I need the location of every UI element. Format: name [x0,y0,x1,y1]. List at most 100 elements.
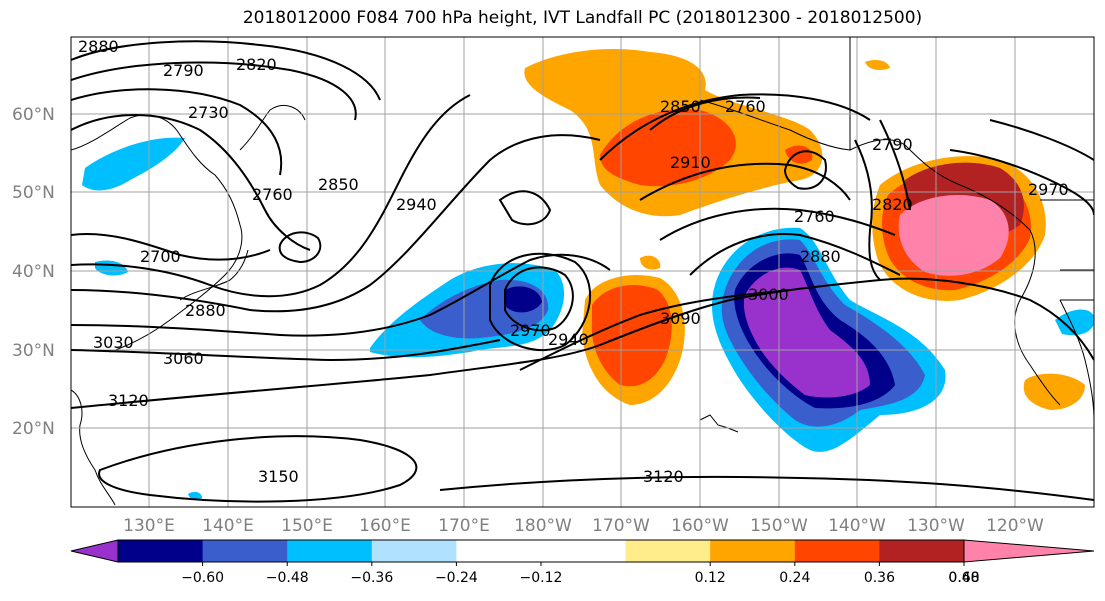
coast-kamchatka [239,105,306,151]
lon-label: 160°W [671,516,729,536]
lon-label: 150°W [750,516,808,536]
contour-label: 2940 [548,330,589,349]
contour-label: 2760 [794,207,835,226]
latitude-labels: 60°N 50°N 40°N 30°N 20°N [12,105,55,439]
anomaly-blue-mexico [1055,309,1094,336]
lat-label: 50°N [12,183,55,203]
anomaly-orange-alaska [865,60,890,70]
lon-label: 180°W [514,516,572,536]
contour-label: 2910 [670,153,711,172]
contour-label: 2880 [800,247,841,266]
contour-label: 3150 [258,467,299,486]
colorbar-segment [879,540,965,562]
contour-closed-low-w [278,231,322,264]
lon-label: 160°E [359,516,411,536]
coast-mexico [1059,299,1094,421]
colorbar-segment [625,540,711,562]
colorbar-tick-label: 0.60 [948,570,979,586]
contour-ne-1 [989,119,1094,161]
colorbar-segment [456,540,542,562]
contour-2790-e [879,119,911,211]
colorbar-segment [541,540,627,562]
contour-2970 [949,149,1094,216]
contour-label: 3120 [108,391,149,410]
height-contours [71,40,1094,503]
contour-label: 3120 [643,467,684,486]
anomaly-red-small-gulf [785,145,813,164]
anomaly-blue-sea-of-okhotsk [82,137,185,191]
colorbar-tick-label: 0.48 [948,570,979,586]
contour-label: 2850 [660,97,701,116]
colorbar-tick-label: 0.24 [779,570,810,586]
contour-2760-e [639,162,851,201]
longitude-labels: 130°E 140°E 150°E 160°E 170°E 180°W 170°… [123,516,1044,536]
contour-3120-n [71,277,1094,409]
contour-2940-w [71,134,601,313]
anomaly-red-aleutians [600,109,736,187]
lon-label: 140°W [828,516,886,536]
lat-label: 40°N [12,262,55,282]
contour-label: 2820 [872,195,913,214]
colorbar-tick-label: −0.12 [520,570,563,586]
contour-closed-small [498,190,552,226]
contour-3030 [71,253,611,337]
contour-label: 3030 [93,333,134,352]
contour-2850 [71,94,471,298]
coastlines [71,37,1094,506]
contour-3120-s [439,475,1094,501]
contour-2940-loop [489,252,591,352]
lon-label: 130°W [907,516,965,536]
contour-2730 [71,88,283,176]
lon-label: 170°W [592,516,650,536]
lon-label: 170°E [438,516,490,536]
contour-3060 [71,339,501,362]
contour-label: 2880 [78,37,119,56]
anomaly-red-central-pacific [591,285,672,387]
contour-label: 2970 [1028,180,1069,199]
contour-label: 2880 [185,301,226,320]
colorbar-segment [794,540,880,562]
contour-label: 2700 [140,247,181,266]
contour-label: 3000 [748,285,789,304]
anomaly-orange-small [640,255,661,270]
colorbar-segment [202,540,288,562]
contour-label: 2760 [252,185,293,204]
colorbar-segment [710,540,796,562]
contour-3090 [519,289,791,371]
contour-label: 2850 [318,175,359,194]
lat-label: 30°N [12,341,55,361]
anomaly-purple-east-pacific [743,267,870,398]
colorbar-tick-label: 0.36 [864,570,895,586]
lon-label: 150°E [281,516,333,536]
lon-label: 140°E [202,516,254,536]
contour-2820 [854,139,881,281]
map-border [70,36,1095,508]
anomaly-pink-west-coast [898,195,1009,276]
contour-label: 2790 [872,135,913,154]
colorbar-segment [371,540,457,562]
contour-3150 [98,435,418,503]
contour-2760-w [71,114,311,251]
colorbar-arrow-left [70,539,119,563]
coast-north-america [849,37,1061,406]
colorbar-arrow-right [963,539,1095,563]
colorbar: −0.60 −0.48 −0.36 −0.24 −0.12 0.12 0.24 0.36 0.4… [70,539,1095,586]
contour-labels: 2880 2790 2820 2730 2760 2850 2940 2700 … [78,37,1069,486]
colorbar-tick-label: 0.12 [695,570,726,586]
contour-label: 3090 [660,309,701,328]
anomaly-navy-central [505,286,542,313]
contour-2760-ne [599,93,871,161]
contour-label: 2940 [396,195,437,214]
coast-east-asia [71,114,243,353]
contour-closed-low-gulf [783,150,827,190]
coast-philippines [71,389,116,506]
colorbar-tick-label: −0.24 [435,570,478,586]
coast-aleutians [699,99,851,151]
colorbar-segment [287,540,373,562]
contour-label: 2790 [163,61,204,80]
anomaly-orange-baja [1023,373,1085,410]
colorbar-segment [118,540,204,562]
contour-label: 3060 [163,349,204,368]
coast-hawaii [699,414,739,433]
